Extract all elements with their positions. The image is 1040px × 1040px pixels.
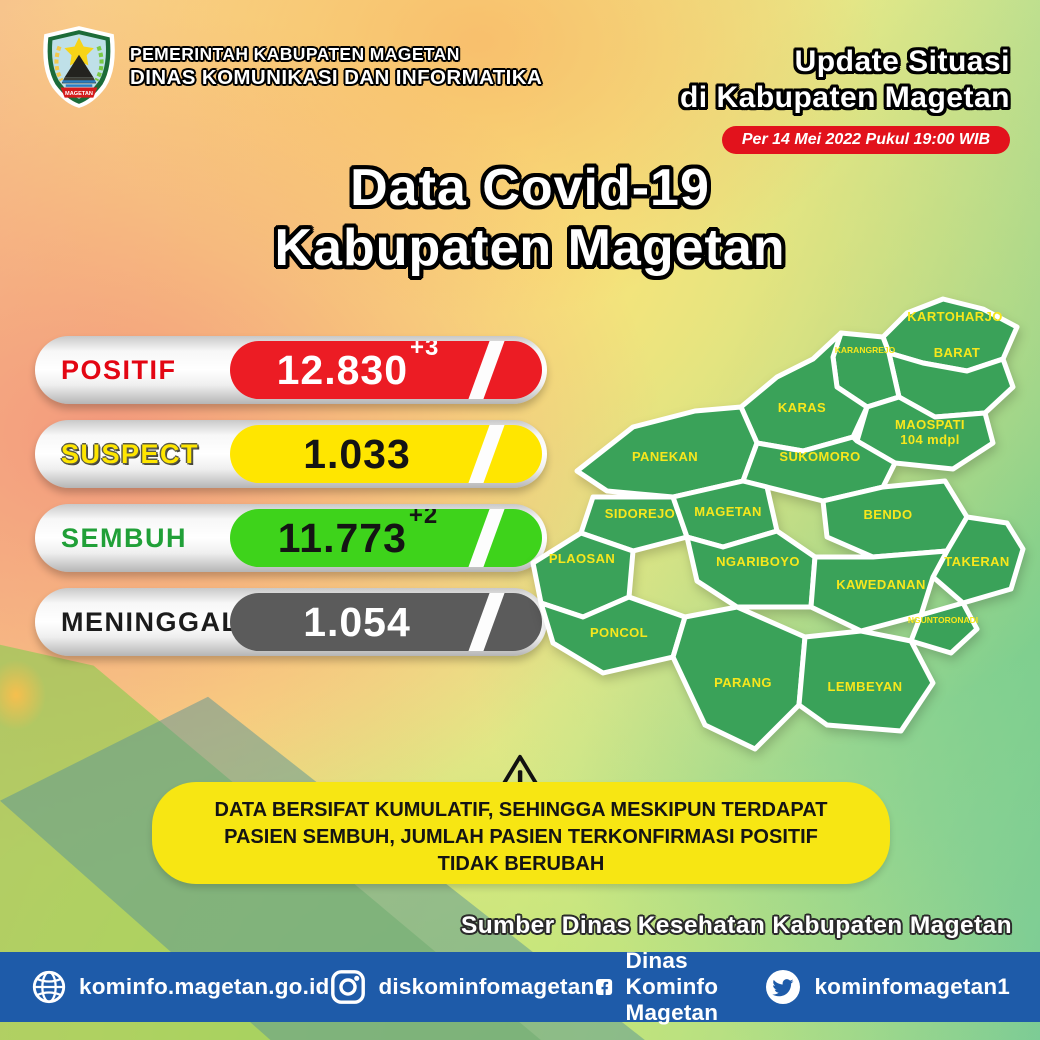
footer-twitter-label: kominfomagetan1 [814,974,1010,999]
district-label: NGUNTORONADI [908,615,978,625]
slash-decoration [465,593,508,651]
footer-twitter-link[interactable]: kominfomagetan1 [763,967,1010,1007]
district-label: SIDOREJO [605,506,675,521]
district-shapes [530,296,1026,752]
stat-label: MENINGGAL [61,606,240,637]
stat-value: 1.033 [303,430,411,477]
district-label: BARAT [934,345,981,360]
stat-row-positif: POSITIF 12.830+3 [35,336,547,404]
district-label: TAKERAN [944,554,1009,569]
instagram-icon [331,970,366,1004]
globe-icon [32,970,66,1004]
footer-facebook-label: Dinas Kominfo Magetan [625,948,719,1025]
update-situasi-block: Update Situasi di Kabupaten Magetan Per … [680,44,1010,154]
magetan-district-map: KARTOHARJO BARAT KARANGREJO KARAS MAOSPA… [530,296,1026,752]
stat-label: POSITIF [61,354,177,385]
district-label: BENDO [864,507,913,522]
social-footer-bar: kominfo.magetan.go.id diskominfomagetan … [0,948,1040,1025]
stat-row-sembuh: SEMBUH 11.773+2 [35,504,547,572]
notice-line3: TIDAK BERUBAH [437,852,605,875]
page-title-line1: Data Covid-19 [350,159,710,217]
district-label: PLAOSAN [549,551,615,566]
district-label: PARANG [714,675,772,690]
notice-line2: PASIEN SEMBUH, JUMLAH PASIEN TERKONFIRMA… [224,825,818,848]
district-elevation-label: 104 mdpl [900,432,960,447]
district-label: KARANGREJO [835,345,896,355]
footer-instagram-label: diskominfomagetan [378,974,595,999]
district-label: SUKOMORO [779,449,860,464]
stat-value: 1.054 [303,598,411,645]
footer-instagram-link[interactable]: diskominfomagetan [329,968,594,1006]
district-label: NGARIBOYO [716,554,800,569]
footer-facebook-link[interactable]: Dinas Kominfo Magetan [594,948,763,1026]
stat-label: SUSPECT [61,438,200,469]
agency-line2: DINAS KOMUNIKASI DAN INFORMATIKA [130,66,543,90]
district-labels: KARTOHARJO BARAT KARANGREJO KARAS MAOSPA… [549,309,1009,694]
district-label: PONCOL [590,625,648,640]
page-title: Data Covid-19 Kabupaten Magetan [0,158,1040,278]
stat-value-box: 1.033 [230,425,542,483]
stat-value: 12.830+3 [277,341,440,394]
data-source-credit: Sumber Dinas Kesehatan Kabupaten Magetan [460,912,1012,939]
notice-box: DATA BERSIFAT KUMULATIF, SEHINGGA MESKIP… [152,782,890,884]
footer-website-label: kominfo.magetan.go.id [79,974,330,999]
update-line2: di Kabupaten Magetan [679,81,1010,114]
agency-line1: PEMERINTAH KABUPATEN MAGETAN [130,44,460,64]
update-line1: Update Situasi [794,45,1010,78]
footer-website-link[interactable]: kominfo.magetan.go.id [30,968,329,1006]
district-label: KARAS [778,400,826,415]
stat-value: 11.773+2 [278,509,439,562]
agency-title: PEMERINTAH KABUPATEN MAGETAN DINAS KOMUN… [130,44,542,90]
magetan-regency-logo-icon: MAGETAN [43,26,115,108]
stat-value-box: 11.773+2 [230,509,542,567]
date-pill: Per 14 Mei 2022 Pukul 19:00 WIB [721,126,1010,154]
district-label: KAWEDANAN [836,577,926,592]
stat-delta: +2 [408,509,439,529]
district-label: LEMBEYAN [828,679,903,694]
twitter-icon [766,970,801,1004]
district-label: MAOSPATI [895,417,965,432]
slash-decoration [465,425,508,483]
page-title-line2: Kabupaten Magetan [274,219,786,277]
district-label: MAGETAN [694,504,762,519]
logo-banner-text: MAGETAN [65,91,93,97]
stat-value-box: 12.830+3 [230,341,542,399]
stat-row-meninggal: MENINGGAL 1.054 [35,588,547,656]
stat-delta: +3 [410,341,440,361]
slash-decoration [465,509,508,567]
notice-line1: DATA BERSIFAT KUMULATIF, SEHINGGA MESKIP… [214,798,828,821]
facebook-icon [596,978,613,996]
stat-row-suspect: SUSPECT 1.033 [35,420,547,488]
stat-label: SEMBUH [61,522,188,553]
background-orange-patch [0,660,46,730]
stat-value-box: 1.054 [230,593,542,651]
district-label: PANEKAN [632,449,698,464]
slash-decoration [465,341,508,399]
district-label: KARTOHARJO [907,309,1003,324]
covid-stats-panel: POSITIF 12.830+3 SUSPECT 1.033 SEMBUH 11… [35,336,547,672]
